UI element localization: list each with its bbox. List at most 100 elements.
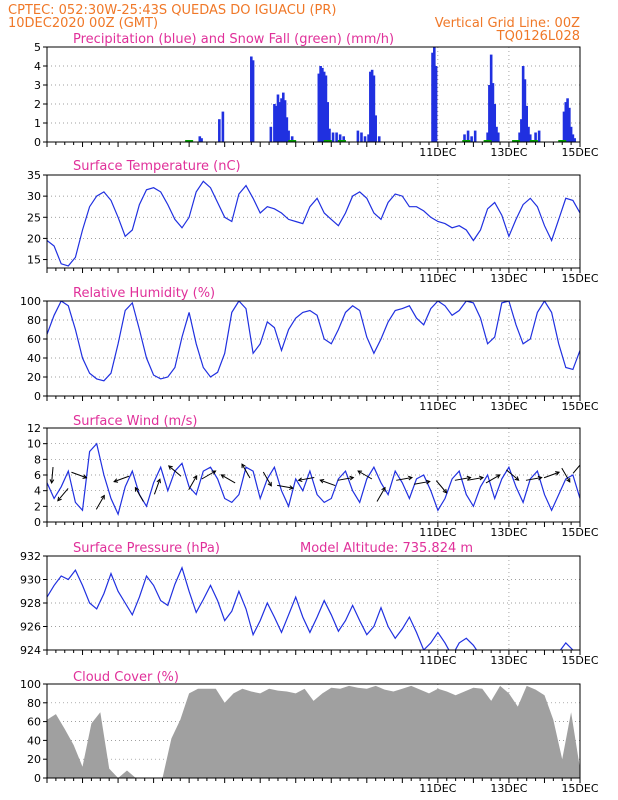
wind-arrow	[467, 475, 485, 481]
precip-bar	[520, 119, 523, 142]
x-tick-label: 15DEC	[561, 526, 598, 539]
wind-arrow-head	[381, 486, 386, 492]
precip-bar	[319, 66, 322, 142]
y-tick-label: 100	[20, 295, 41, 308]
x-tick-label: 13DEC	[490, 146, 527, 159]
wind-arrow-head	[211, 470, 217, 475]
y-tick-label: 6	[34, 469, 41, 482]
precip-bar	[582, 136, 585, 142]
wind-arrow-head	[49, 479, 55, 485]
precip-bar	[374, 115, 377, 142]
cloud-cover-area	[47, 685, 580, 778]
chart-header: CPTEC: 052:30W-25:43S QUEDAS DO IGUACU (…	[8, 3, 580, 44]
wind-arrow	[220, 474, 236, 484]
wind-arrow-head	[442, 488, 448, 494]
precip-bar	[488, 85, 491, 142]
wind-arrow-head	[134, 486, 140, 492]
wind-arrow	[413, 479, 431, 485]
date-header: 10DEC2020 00Z (GMT)	[8, 16, 158, 31]
panel-frame	[46, 555, 581, 651]
x-tick-label: 11DEC	[419, 146, 456, 159]
model-code: TQ0126L028	[496, 29, 580, 44]
wind-arrow	[153, 478, 161, 495]
precip-bar	[324, 75, 328, 142]
wind-arrow-shaft	[525, 477, 542, 481]
wind-arrow-head	[555, 471, 561, 476]
y-tick-label: 926	[20, 621, 41, 634]
x-tick-label: 15DEC	[561, 400, 598, 413]
wind-arrow	[485, 474, 501, 484]
precip-bar	[569, 126, 573, 142]
precip-bar	[528, 134, 532, 142]
wind-arrow-shaft	[454, 477, 471, 481]
y-tick-label: 924	[20, 644, 41, 657]
x-tick-label: 13DEC	[490, 272, 527, 285]
precip-bar	[493, 104, 497, 142]
y-tick-label: 80	[27, 314, 41, 327]
snow-bar	[579, 140, 580, 142]
wind-arrow	[113, 475, 130, 483]
wind-arrow-shaft	[467, 477, 484, 481]
x-tick-label: 11DEC	[419, 272, 456, 285]
precip-bar	[525, 105, 528, 142]
y-tick-label: 60	[27, 716, 41, 729]
precip-bar	[470, 136, 473, 142]
y-tick-label: 80	[27, 697, 41, 710]
snow-bar	[512, 140, 521, 142]
precip-bar	[434, 66, 438, 142]
snow-bar	[483, 140, 492, 142]
precip-bar	[595, 102, 598, 142]
precip-bar	[372, 75, 376, 142]
wind-arrow-shaft	[337, 477, 354, 481]
series-group	[47, 442, 580, 516]
x-tick-label: 13DEC	[490, 782, 527, 795]
y-tick-label: 0	[34, 772, 41, 785]
x-tick-label: 11DEC	[419, 400, 456, 413]
precip-bar	[363, 136, 367, 142]
wind-arrow-shaft	[396, 477, 413, 481]
wind-arrow-head	[220, 474, 226, 479]
wind-arrow-head	[495, 474, 501, 479]
precip-bar	[596, 79, 599, 142]
snow-bar	[462, 140, 471, 142]
x-tick-label: 13DEC	[490, 400, 527, 413]
y-tick-label: 20	[27, 753, 41, 766]
precip-bar	[276, 94, 280, 142]
precip-bar	[200, 138, 203, 142]
wind-arrow-head	[319, 479, 325, 484]
precip-bar	[534, 132, 537, 142]
precip-bar	[562, 111, 566, 142]
precip-bar	[486, 132, 489, 142]
wind-arrow	[95, 494, 105, 510]
wind-arrow-shaft	[320, 479, 336, 487]
wind-arrow-shaft	[168, 465, 182, 477]
wind-arrow-shaft	[376, 487, 386, 502]
precip-bar	[274, 105, 278, 142]
wind-arrow-head	[479, 475, 485, 481]
snow-bar	[558, 140, 567, 142]
wind-arrow-shaft	[435, 480, 447, 494]
precip-bar	[273, 104, 276, 142]
panel-5: 02040608010011DEC13DEC15DEC17DEC19DEC21D…	[20, 670, 599, 795]
y-tick-label: 15	[27, 254, 41, 267]
snow-bar	[288, 140, 297, 142]
wind-arrow	[167, 465, 182, 477]
precip-bar	[573, 138, 576, 142]
wind-arrow	[525, 475, 543, 481]
precip-bar	[537, 130, 541, 142]
x-tick-label: 11DEC	[419, 654, 456, 667]
y-tick-label: 35	[27, 169, 41, 182]
wind-arrow-head	[167, 465, 173, 470]
y-tick-label: 10	[27, 438, 41, 451]
precip-bar	[280, 98, 283, 142]
snow-bar	[337, 140, 346, 142]
wind-arrow	[337, 475, 355, 481]
wind-arrow-shaft	[277, 484, 294, 489]
series-group	[47, 566, 574, 650]
y-tick-label: 30	[27, 190, 41, 203]
precip-bar	[518, 132, 521, 142]
y-tick-label: 4	[34, 60, 41, 73]
panel-subtitle: Model Altitude: 735.824 m	[300, 541, 473, 556]
wind-arrow-head	[267, 481, 272, 487]
